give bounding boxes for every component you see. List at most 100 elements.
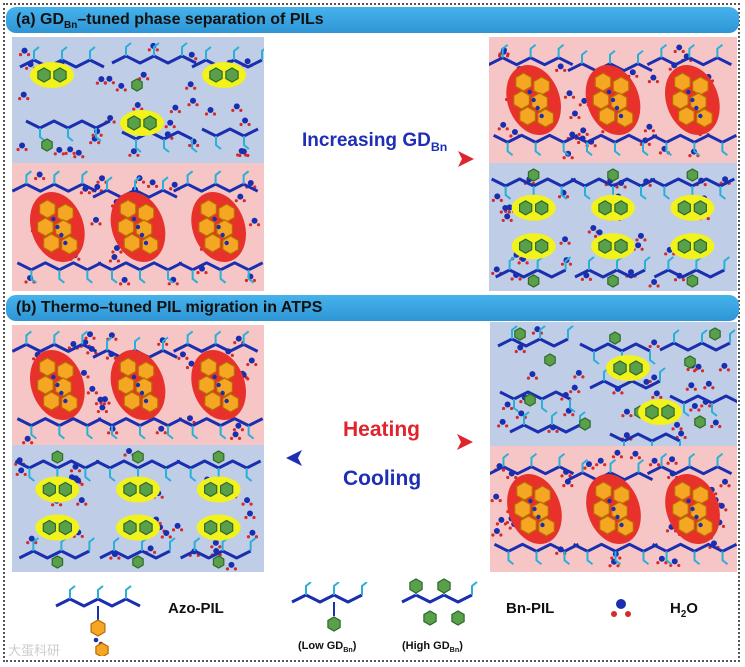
bn-aggregate [196,476,241,503]
side-branch [33,46,40,60]
water-oxygen [126,448,133,455]
water-oxygen [174,522,181,529]
azo-legend-drawing [55,585,141,656]
ring-icon [42,481,57,498]
water-hydrogen [97,141,101,145]
water-hydrogen [107,401,111,405]
water-oxygen [712,419,719,426]
azo-nitrogen [540,522,545,528]
water-hydrogen [587,230,591,234]
water-oxygen [246,510,253,517]
water-oxygen [179,351,186,358]
ring-icon [598,238,612,254]
side-branch [81,330,88,345]
water-hydrogen [89,141,93,145]
polymer-chain [651,542,737,553]
ring-icon [212,450,225,464]
water-hydrogen [90,222,94,226]
water-hydrogen [96,180,100,184]
side-branch [665,142,672,157]
water-hydrogen [119,250,123,254]
bn-aggregate [670,233,715,260]
water-hydrogen [648,344,652,349]
azo-nitrogen [135,382,141,388]
water-hydrogen [568,474,572,478]
water-oxygen [244,58,251,65]
side-branch [245,468,253,482]
water-oxygen [691,402,698,409]
water-hydrogen [24,147,28,152]
water-hydrogen [185,86,189,90]
side-branch [242,330,250,345]
azo-nitrogen [220,232,225,238]
water-oxygen [506,204,513,211]
water-hydrogen [233,567,238,571]
water-oxygen [498,516,505,523]
ring-icon [593,499,610,519]
ring-icon [53,67,67,83]
section-a-title-sub: Bn [64,20,78,32]
water-hydrogen [531,331,536,335]
side-branch [564,256,572,270]
polymer-chain [25,119,111,130]
water-oxygen [207,107,214,114]
water-oxygen [676,44,683,51]
water-oxygen [242,117,249,124]
water-hydrogen [16,147,20,152]
ring-icon [519,238,533,254]
side-branch [214,330,222,345]
ring-icon [527,274,540,288]
water-oxygen [674,421,681,428]
water-hydrogen [505,54,510,58]
water-hydrogen [621,414,625,418]
water-oxygen [249,529,256,536]
side-branch [593,351,600,365]
side-branch [563,551,571,566]
water-hydrogen [721,524,726,528]
side-branch [581,458,589,473]
bn-aggregate [591,233,635,260]
side-branch [125,42,132,56]
water-hydrogen [24,280,28,284]
water-oxygen [590,224,597,231]
polymer-chain [493,542,580,553]
ring-icon [544,353,556,367]
water-hydrogen [637,456,642,460]
water-hydrogen [230,353,234,357]
ring-icon [692,76,709,96]
side-branch [693,142,700,157]
water-oxygen [56,146,63,153]
water-hydrogen [519,400,523,404]
water-oxygen [722,176,729,183]
polymer-chain [574,268,646,279]
water-hydrogen [724,508,728,512]
water-oxygen [140,71,147,78]
azo-nitrogen [607,498,612,504]
polymer-chain [177,261,264,272]
water-legend-drawing [611,599,631,617]
water-oxygen [158,425,165,432]
ring-icon [119,357,137,377]
ring-icon [51,450,64,464]
heating-cooling-arrows [284,434,474,466]
b-left-bottom-blue-phase [12,445,264,572]
water-hydrogen [570,484,574,488]
side-branch [513,399,520,413]
polymer-chain [121,130,193,141]
ring-icon [117,375,135,395]
side-branch [113,537,120,551]
water-oxygen [669,456,676,463]
water-hydrogen [491,271,495,275]
side-branch [523,411,530,425]
ring-icon [209,67,223,83]
side-branch [614,551,622,566]
water-hydrogen [640,247,644,251]
water-hydrogen [188,143,192,148]
water-hydrogen [501,406,506,411]
side-branch [693,551,701,566]
water-hydrogen [244,515,248,520]
polymer-chain [18,549,91,560]
ring-icon [200,357,217,377]
water-hydrogen [499,533,503,537]
side-branch [551,411,558,425]
